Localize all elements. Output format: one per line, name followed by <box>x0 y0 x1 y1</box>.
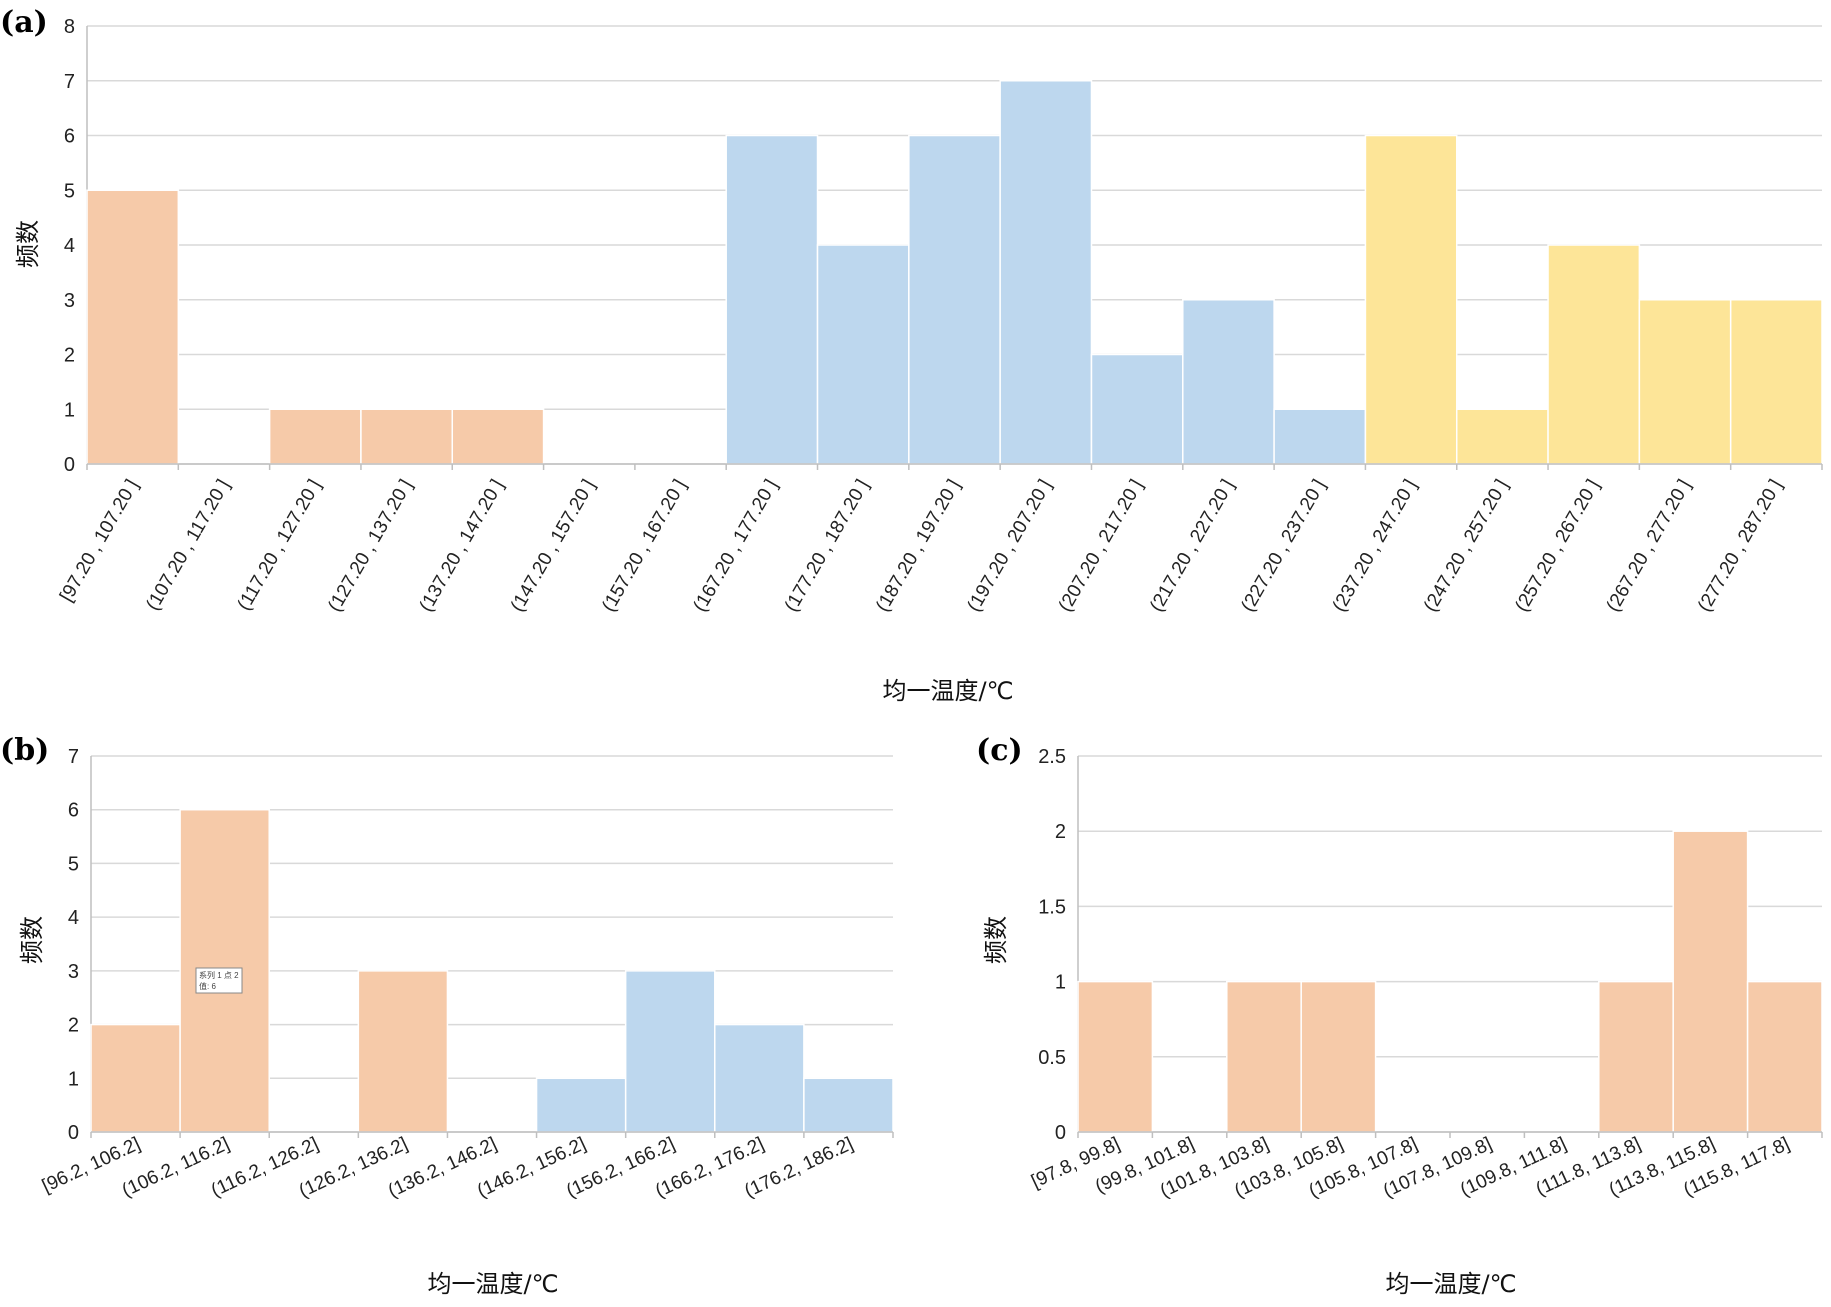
panel-c-bars <box>1077 830 1823 1133</box>
panel-b-label: (b) <box>0 733 49 768</box>
panel-b-y-tick-label: 2 <box>68 1015 79 1037</box>
panel-c-y-tick-label: 1 <box>1055 972 1066 994</box>
panel-a-bar <box>1638 299 1732 465</box>
panel-b-y-title: 频数 <box>18 916 46 964</box>
panel-a-y-tick-label: 7 <box>64 71 75 93</box>
panel-c-y-tick-label: 0.5 <box>1038 1047 1066 1069</box>
panel-a-bar <box>1729 299 1823 465</box>
panel-c-x-ticks: [97.8, 99.8](99.8, 101.8](101.8, 103.8](… <box>1028 1132 1823 1202</box>
panel-a-x-tick-label: (177.20 , 187.20 ] <box>781 476 874 615</box>
tooltip-line-2: 值: 6 <box>199 981 216 991</box>
panel-a-bar <box>1547 244 1641 465</box>
tooltip-box <box>195 967 243 994</box>
panel-a-x-tick-label: (277.20 , 287.20 ] <box>1694 476 1787 615</box>
panel-a: (a) 0 1 2 3 4 5 6 7 8 [97.20 , 107.20 ] (107.20 ,… <box>0 5 1823 705</box>
panel-a-x-tick-label: (187.20 , 197.20 ] <box>872 476 965 615</box>
panel-c-bar <box>1077 980 1154 1133</box>
panel-a-y-tick-label: 2 <box>64 345 75 367</box>
panel-a-x-tick-label: (217.20 , 227.20 ] <box>1146 476 1239 615</box>
panel-a-x-tick-label: (207.20 , 217.20 ] <box>1055 476 1148 615</box>
panel-a-bar <box>268 408 362 465</box>
panel-a-x-tick-label: (157.20 , 167.20 ] <box>598 476 691 615</box>
panel-a-y-tick-label: 5 <box>64 180 75 202</box>
panel-b-y-tick-label: 7 <box>68 746 79 768</box>
panel-a-x-tick-label: (137.20 , 147.20 ] <box>416 476 509 615</box>
panel-c-bar <box>1598 980 1674 1133</box>
panel-b-y-tick-label: 5 <box>68 853 79 875</box>
panel-a-bar <box>1364 134 1458 465</box>
panel-a-bar <box>360 408 454 465</box>
panel-b-x-ticks: [96.2, 106.2](106.2, 116.2](116.2, 126.2… <box>39 1132 894 1202</box>
panel-a-x-tick-label: (267.20 , 277.20 ] <box>1603 476 1696 615</box>
panel-a-x-tick-label: (237.20 , 247.20 ] <box>1329 476 1422 615</box>
panel-a-bar <box>816 244 910 465</box>
panel-a-x-title: 均一温度/℃ <box>882 677 1013 705</box>
panel-a-bar <box>1182 299 1275 465</box>
panel-c-bar <box>1226 980 1302 1133</box>
panel-a-bar <box>999 80 1093 465</box>
panel-a-bar <box>1455 408 1549 465</box>
panel-a-x-tick-label: (167.20 , 177.20 ] <box>690 476 783 615</box>
panel-b-y-tick-label: 4 <box>68 907 79 929</box>
panel-c-x-title: 均一温度/℃ <box>1385 1270 1516 1298</box>
panel-a-x-tick-label: (107.20 , 117.20 ] <box>142 476 234 614</box>
panel-a-y-ticks: 0 1 2 3 4 5 6 7 8 <box>64 16 75 476</box>
panel-a-y-tick-label: 0 <box>64 454 75 476</box>
panel-a-x-tick-label: (127.20 , 137.20 ] <box>324 476 417 615</box>
panel-b-tooltip: 系列 1 点 2 值: 6 <box>195 967 243 994</box>
panel-a-x-tick-label: (117.20 , 127.20 ] <box>234 476 326 614</box>
panel-c-label: (c) <box>976 733 1023 768</box>
panel-b-bar <box>714 1023 805 1133</box>
panel-b-y-tick-label: 0 <box>68 1122 79 1144</box>
panel-b-bar <box>803 1077 894 1133</box>
panel-b-bar <box>624 970 716 1133</box>
panel-b-y-tick-label: 6 <box>68 800 79 822</box>
panel-c-bar <box>1746 980 1823 1133</box>
panel-a-x-ticks: [97.20 , 107.20 ] (107.20 , 117.20 ] (117.… <box>56 464 1823 615</box>
panel-a-y-tick-label: 1 <box>64 399 75 421</box>
panel-a-bar <box>1090 353 1184 465</box>
panel-a-bars <box>86 80 1823 465</box>
panel-a-bar <box>1273 408 1367 465</box>
panel-c-y-tick-label: 1.5 <box>1038 896 1066 918</box>
panel-a-label: (a) <box>0 5 48 40</box>
panel-a-x-tick-label: (257.20 , 267.20 ] <box>1511 476 1604 615</box>
panel-b-bar <box>357 970 449 1133</box>
panel-a-x-tick-label: (147.20 , 157.20 ] <box>507 476 600 615</box>
panel-b-y-ticks: 0 1 2 3 4 5 6 7 <box>68 746 79 1144</box>
panel-b-y-tick-label: 1 <box>68 1068 79 1090</box>
panel-c-y-tick-label: 0 <box>1055 1122 1066 1144</box>
panel-c-bar <box>1300 980 1377 1133</box>
panel-a-bar <box>451 408 545 465</box>
panel-a-y-tick-label: 6 <box>64 126 75 148</box>
panel-b-x-title: 均一温度/℃ <box>427 1270 558 1298</box>
panel-c-y-ticks: 0 0.5 1 1.5 2 2.5 <box>1038 746 1066 1144</box>
panel-a-y-title: 频数 <box>14 220 42 268</box>
tooltip-line-1: 系列 1 点 2 <box>199 970 239 980</box>
panel-a-x-tick-label: (227.20 , 237.20 ] <box>1237 476 1330 615</box>
panel-a-x-tick-label: (197.20 , 207.20 ] <box>963 476 1056 615</box>
panel-b-bar <box>535 1077 627 1133</box>
panel-a-x-tick-label: (247.20 , 257.20 ] <box>1420 476 1513 615</box>
panel-b-bar <box>90 1023 181 1133</box>
panel-a-bar <box>908 134 1001 465</box>
panel-c: (c) 0 0.5 1 1.5 2 2.5 [97.8, 99.8](99.8, 101.… <box>976 733 1823 1298</box>
panel-c-y-title: 频数 <box>982 916 1010 964</box>
panel-b-y-tick-label: 3 <box>68 961 79 983</box>
panel-c-bar <box>1672 830 1749 1133</box>
panel-a-bar <box>86 189 180 465</box>
panel-c-y-tick-label: 2.5 <box>1038 746 1066 768</box>
panel-a-bar <box>725 134 819 465</box>
panel-a-y-tick-label: 4 <box>64 235 75 257</box>
panel-a-x-tick-label: [97.20 , 107.20 ] <box>56 476 143 605</box>
panel-c-y-tick-label: 2 <box>1055 821 1066 843</box>
panel-a-y-tick-label: 3 <box>64 290 75 312</box>
panel-b: (b) 0 1 2 3 4 5 6 7 [96.2, 106.2](106.2, 116.2]… <box>0 733 894 1298</box>
panel-a-y-tick-label: 8 <box>64 16 75 38</box>
